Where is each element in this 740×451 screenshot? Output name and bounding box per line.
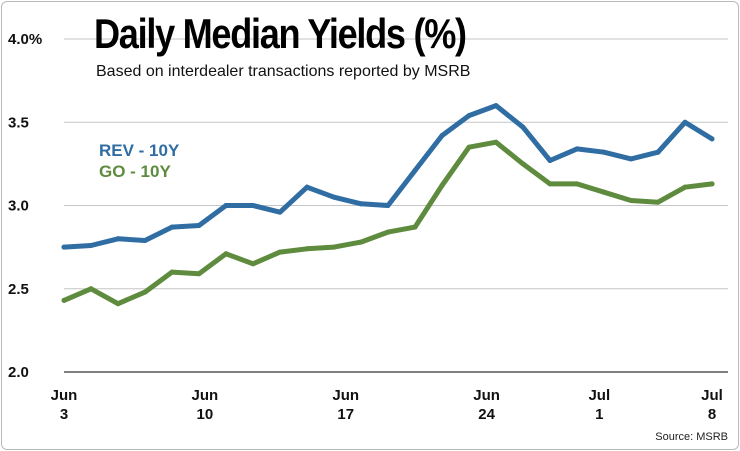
x-tick-month: Jul xyxy=(588,387,610,404)
data-point xyxy=(61,244,67,250)
x-tick-month: Jun xyxy=(332,387,359,404)
x-tick-month: Jun xyxy=(473,387,500,404)
y-tick-label: 3.5 xyxy=(8,114,29,131)
y-tick-label: 4.0% xyxy=(8,31,42,48)
data-point xyxy=(574,181,580,187)
y-tick-label: 2.0 xyxy=(8,364,29,381)
y-axis: 2.0 2.5 3.0 3.5 4.0% xyxy=(8,31,42,381)
data-point xyxy=(709,181,715,187)
data-point xyxy=(493,139,499,145)
data-point xyxy=(601,149,607,155)
y-tick-label: 3.0 xyxy=(8,198,29,215)
data-point xyxy=(682,119,688,125)
data-point xyxy=(223,203,229,208)
gridlines xyxy=(64,38,728,373)
data-point xyxy=(358,239,364,245)
x-axis: Jun 3 Jun 10 Jun 17 Jun 24 Jul 1 Jul 8 xyxy=(51,387,723,423)
series-points-go-10y xyxy=(61,139,715,307)
x-tick-day: 17 xyxy=(337,406,354,423)
data-point xyxy=(250,203,256,208)
data-point xyxy=(493,103,499,109)
x-tick: Jun 17 xyxy=(332,387,359,423)
x-tick-day: 8 xyxy=(708,406,716,423)
data-point xyxy=(304,184,310,190)
data-point xyxy=(142,237,148,243)
data-point xyxy=(601,189,607,195)
data-point xyxy=(574,146,580,152)
data-point xyxy=(466,144,472,150)
data-point xyxy=(439,183,445,189)
data-point xyxy=(412,224,418,230)
data-point xyxy=(169,269,175,275)
data-point xyxy=(169,224,175,230)
x-tick-day: 24 xyxy=(478,406,495,423)
data-point xyxy=(628,156,634,162)
data-point xyxy=(709,136,715,142)
x-tick: Jun 3 xyxy=(51,387,78,423)
x-tick: Jun 10 xyxy=(192,387,219,423)
x-tick: Jul 1 xyxy=(588,387,610,423)
data-point xyxy=(223,251,229,257)
data-point xyxy=(655,149,661,155)
data-point xyxy=(88,242,94,248)
data-point xyxy=(277,209,283,215)
data-point xyxy=(115,301,121,307)
data-point xyxy=(385,229,391,235)
chart-title: Daily Median Yields (%) xyxy=(94,10,467,57)
series-points-rev-10y xyxy=(61,103,715,250)
data-point xyxy=(331,194,337,200)
legend-rev-10y: REV - 10Y xyxy=(99,141,179,161)
legend-go-label: GO - 10Y xyxy=(99,162,171,181)
data-point xyxy=(547,181,553,187)
data-point xyxy=(196,271,202,277)
source-note: Source: MSRB xyxy=(655,431,728,443)
y-tick-label: 2.5 xyxy=(8,281,29,298)
data-point xyxy=(196,222,202,228)
data-point xyxy=(628,198,634,204)
data-point xyxy=(142,289,148,295)
data-point xyxy=(682,184,688,190)
data-point xyxy=(61,297,67,303)
x-tick-day: 1 xyxy=(595,406,603,423)
x-tick-day: 3 xyxy=(60,406,68,423)
data-point xyxy=(412,168,418,174)
x-tick: Jun 24 xyxy=(473,387,500,423)
data-point xyxy=(547,158,553,164)
x-tick-month: Jun xyxy=(192,387,219,404)
data-point xyxy=(331,244,337,250)
data-point xyxy=(250,261,256,267)
data-point xyxy=(520,161,526,167)
data-point xyxy=(466,113,472,119)
legend-rev-label: REV - 10Y xyxy=(99,141,180,160)
chart-subtitle: Based on interdealer transactions report… xyxy=(96,63,471,80)
legend-go-10y: GO - 10Y xyxy=(99,162,171,182)
data-point xyxy=(439,133,445,139)
data-point xyxy=(88,286,94,292)
data-point xyxy=(358,201,364,207)
x-tick-month: Jul xyxy=(701,387,723,404)
series-lines xyxy=(61,103,715,307)
x-tick-day: 10 xyxy=(197,406,214,423)
x-tick-month: Jun xyxy=(51,387,78,404)
data-point xyxy=(655,199,661,205)
data-point xyxy=(115,236,121,242)
data-point xyxy=(385,203,391,208)
x-tick: Jul 8 xyxy=(701,387,723,423)
data-point xyxy=(520,124,526,130)
data-point xyxy=(277,249,283,255)
data-point xyxy=(304,246,310,252)
